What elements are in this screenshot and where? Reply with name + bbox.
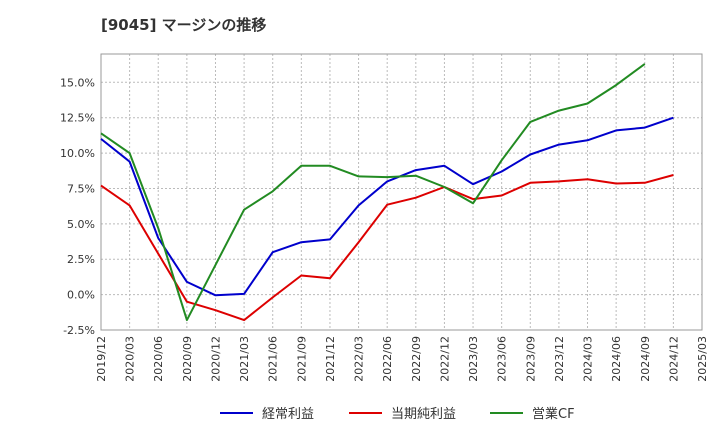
x-tick-label: 2021/06 xyxy=(267,336,280,382)
x-tick-label: 2021/12 xyxy=(324,336,337,382)
x-tick-label: 2021/09 xyxy=(295,336,308,382)
grid-lines xyxy=(100,54,703,331)
x-tick-label: 2022/06 xyxy=(381,336,394,382)
x-tick-label: 2020/06 xyxy=(152,336,165,382)
y-tick-label: 5.0% xyxy=(67,218,95,231)
y-tick-label: 10.0% xyxy=(60,147,95,160)
x-tick-label: 2019/12 xyxy=(95,336,108,382)
x-tick-label: 2022/03 xyxy=(353,336,366,382)
x-tick-label: 2024/06 xyxy=(610,336,623,382)
y-tick-label: 12.5% xyxy=(60,112,95,125)
legend-label-0: 経常利益 xyxy=(262,407,314,422)
y-tick-label: 2.5% xyxy=(67,253,95,266)
legend-label-2: 営業CF xyxy=(532,406,575,422)
x-tick-label: 2022/09 xyxy=(410,336,423,382)
series-lines xyxy=(100,63,674,322)
x-tick-label: 2023/06 xyxy=(496,336,509,382)
x-tick-label: 2023/03 xyxy=(467,336,480,382)
x-axis-ticks: 2019/12 2020/03 2020/06 2020/09 2020/12 2021/… xyxy=(95,336,709,382)
y-tick-label: 0.0% xyxy=(67,289,95,302)
x-tick-label: 2024/09 xyxy=(639,336,652,382)
x-tick-label: 2023/12 xyxy=(553,336,566,382)
y-tick-label: 7.5% xyxy=(67,182,95,195)
x-tick-label: 2020/12 xyxy=(209,336,222,382)
x-tick-label: 2025/03 xyxy=(696,336,709,382)
x-tick-label: 2023/09 xyxy=(524,336,537,382)
y-axis-ticks: -2.5% 0.0% 2.5% 5.0% 7.5% 10.0% 12.5% 15.0% xyxy=(60,76,95,337)
y-tick-label: -2.5% xyxy=(63,324,95,337)
x-tick-label: 2022/12 xyxy=(438,336,451,382)
plot-frame xyxy=(100,53,703,331)
x-tick-label: 2024/03 xyxy=(582,336,595,382)
series-line-1 xyxy=(100,174,674,322)
x-tick-label: 2021/03 xyxy=(238,336,251,382)
series-line-0 xyxy=(100,116,674,297)
legend-label-1: 当期純利益 xyxy=(391,407,456,422)
chart-title: [9045] マージンの推移 xyxy=(101,16,267,34)
legend: 経常利益 当期純利益 営業CF xyxy=(220,406,575,422)
x-tick-label: 2020/09 xyxy=(181,336,194,382)
x-tick-label: 2020/03 xyxy=(124,336,137,382)
x-tick-label: 2024/12 xyxy=(667,336,680,382)
series-line-2 xyxy=(100,63,646,322)
y-tick-label: 15.0% xyxy=(60,76,95,89)
